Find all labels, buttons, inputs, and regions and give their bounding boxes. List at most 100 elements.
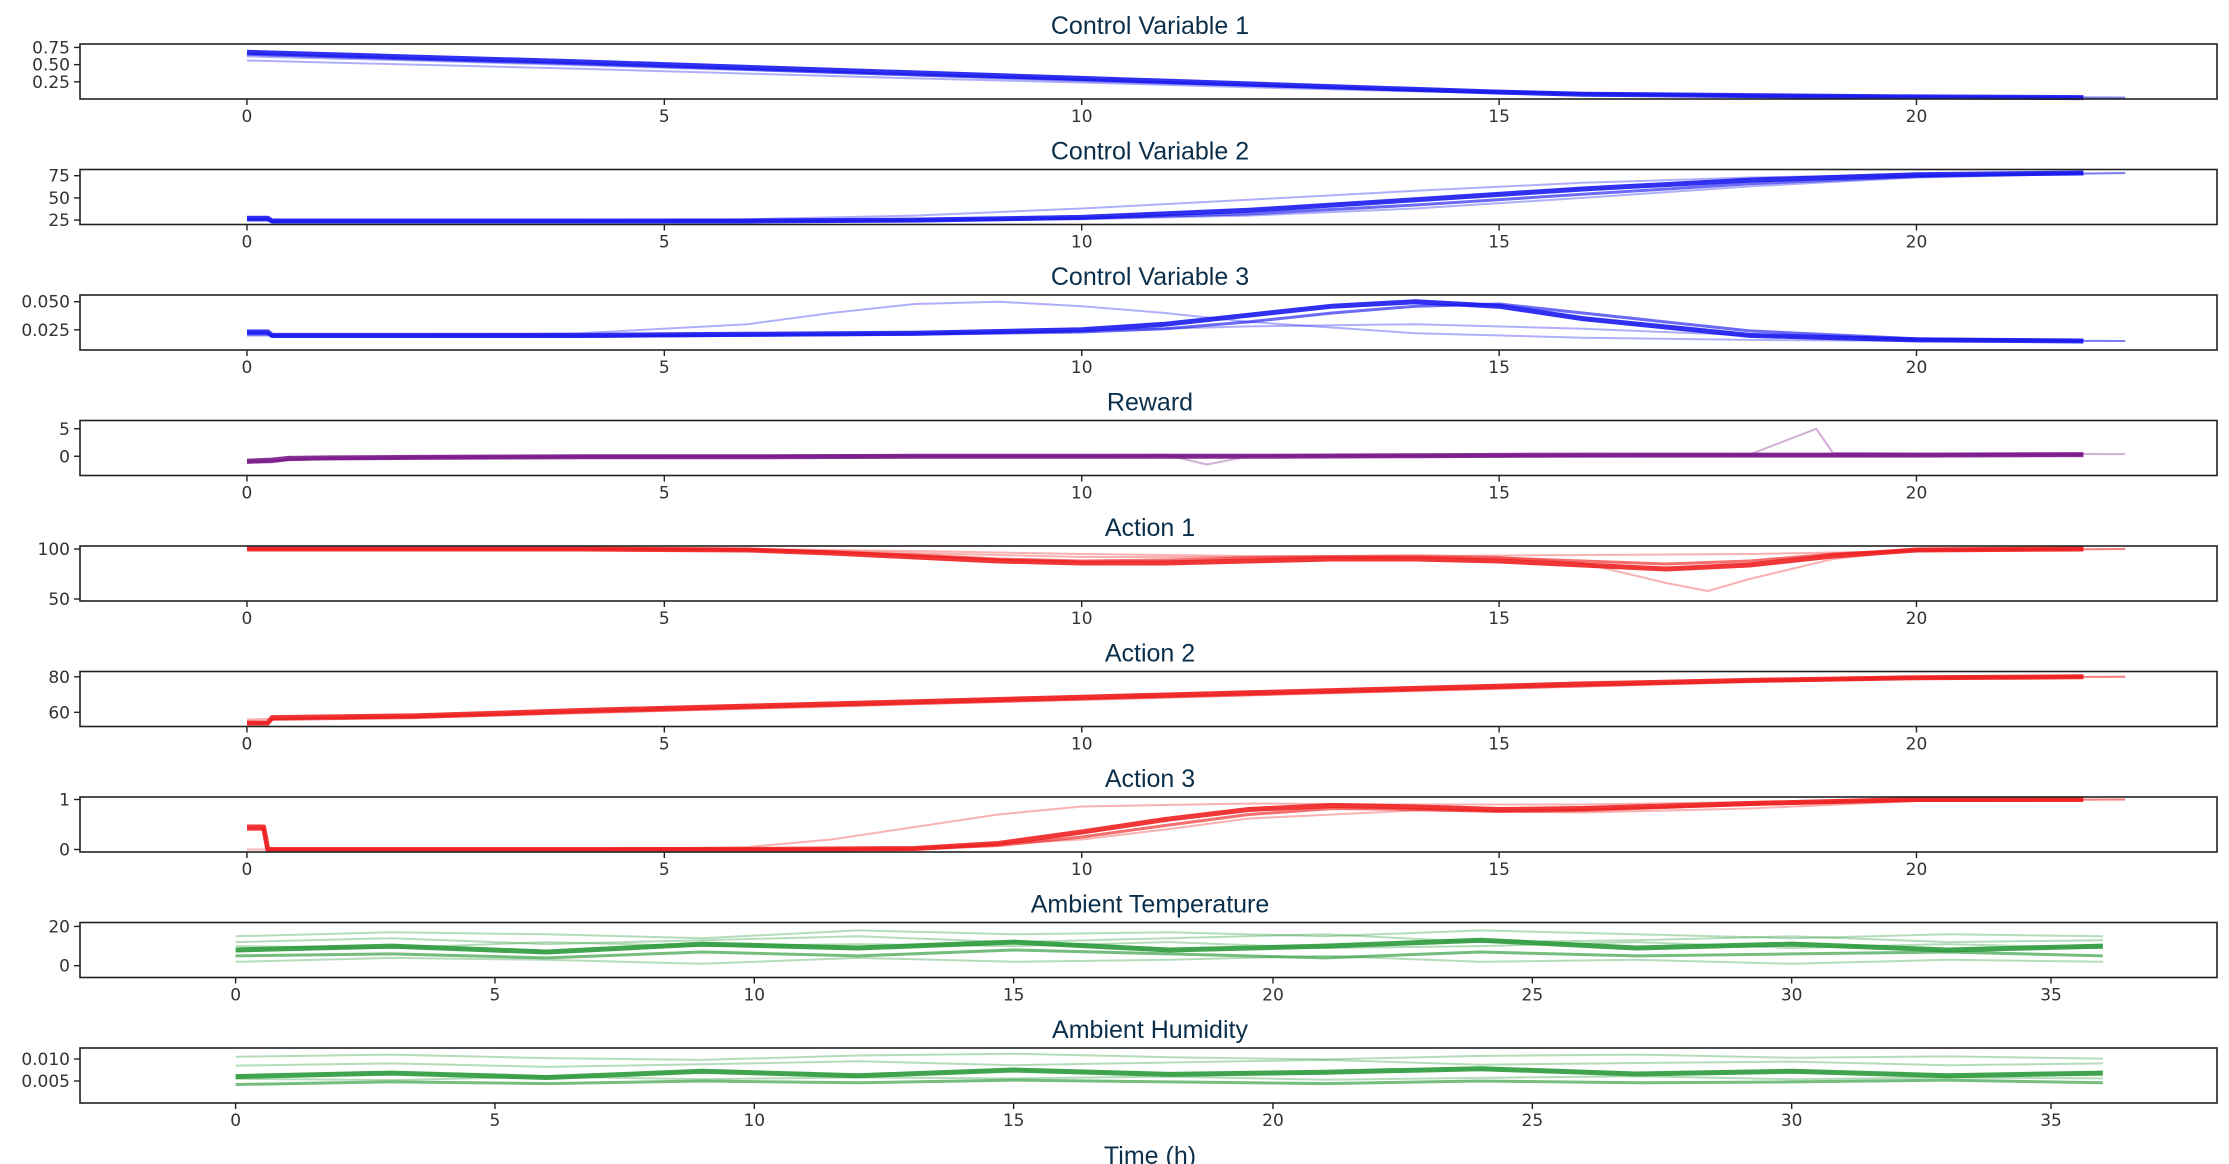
subplot-8: Ambient Temperature 0 5 10 15 20 25 30 35 0 20 [48,891,2218,1006]
x-tick-label: 10 [1071,358,1093,378]
series-line [247,674,2084,726]
subplot-title: Reward [1107,389,1193,417]
x-tick-label: 0 [230,1111,241,1131]
y-tick-label: 0.25 [32,73,70,93]
y-tick-label: 50 [48,189,70,209]
axes-frame [79,545,2218,602]
x-tick-label: 30 [1781,986,1803,1006]
series-line [246,49,2084,101]
series-line [235,1078,2103,1086]
x-tick-label: 10 [1071,609,1093,629]
subplot-stack: Control Variable 10 5 10 15 200.250.500.75Co… [21,12,2218,1164]
series-group [247,170,2126,224]
axes-frame [79,43,2218,100]
subplot-9: Ambient Humidity 0 5 10 15 20 25 30 35 0.0050.010… [21,1016,2218,1164]
series-line [235,954,2103,965]
series-line [247,547,2084,566]
series-line [247,798,2126,851]
x-tick-label: 5 [659,107,670,127]
x-tick-label: 15 [1488,484,1510,504]
series-group [235,929,2103,965]
x-tick-label: 10 [1071,107,1093,127]
y-tick-label: 75 [48,167,70,187]
x-tick-label: 10 [1071,860,1093,880]
series-line [247,798,2126,851]
series-line [246,55,2126,99]
series-group [246,49,2126,101]
subplot-5: Action 1 0 5 10 15 20 50 100 [38,514,2218,629]
x-tick-label: 10 [1071,233,1093,253]
subplot-title: Control Variable 1 [1051,12,1249,40]
subplot-title: Ambient Humidity [1052,1016,1248,1044]
subplot-title: Action 1 [1105,514,1195,542]
axes-frame [79,1047,2218,1104]
series-line [235,1075,2103,1082]
x-tick-label: 0 [242,233,253,253]
x-tick-label: 15 [1003,1111,1025,1131]
x-tick-label: 10 [1071,484,1093,504]
subplot-7: Action 3 0 5 10 15 20 0 1 [59,765,2218,880]
x-tick-label: 10 [1071,735,1093,755]
y-tick-label: 0.010 [21,1050,70,1070]
x-tick-label: 5 [659,484,670,504]
x-tick-label: 25 [1522,1111,1544,1131]
subplot-title: Ambient Temperature [1031,891,1270,919]
axes-frame [79,294,2218,351]
series-line [247,548,2126,592]
x-tick-label: 5 [659,735,670,755]
x-tick-label: 5 [659,233,670,253]
x-axis-label: Time (h) [1104,1142,1196,1164]
y-tick-label: 20 [48,917,70,937]
x-tick-label: 15 [1488,358,1510,378]
series-line [246,675,2126,721]
x-tick-label: 20 [1906,860,1928,880]
axes-frame [79,168,2218,226]
series-line [247,798,2084,851]
y-tick-label: 100 [38,540,70,560]
x-tick-label: 35 [2040,986,2062,1006]
subplot-3: Control Variable 3 0 5 10 15 20 0.025 0.050 [21,263,2218,378]
x-tick-label: 35 [2040,1111,2062,1131]
x-tick-label: 0 [242,860,253,880]
series-line [247,171,2084,223]
x-tick-label: 5 [490,1111,501,1131]
x-tick-label: 5 [659,358,670,378]
y-tick-label: 80 [48,668,70,688]
axes-frame [79,796,2218,853]
y-tick-label: 0 [59,841,70,861]
x-tick-label: 15 [1488,735,1510,755]
series-line [247,302,2084,343]
subplot-title: Action 3 [1105,765,1195,793]
x-tick-label: 10 [743,986,765,1006]
x-tick-label: 0 [230,986,241,1006]
series-line [246,427,2126,466]
y-tick-label: 0.050 [21,293,70,313]
x-tick-label: 20 [1906,484,1928,504]
y-tick-label: 0 [59,447,70,467]
series-group [247,299,2126,344]
series-line [235,941,2103,949]
series-line [235,948,2103,960]
x-tick-label: 15 [1488,107,1510,127]
series-line [235,937,2103,955]
x-tick-label: 15 [1488,233,1510,253]
x-tick-label: 15 [1003,986,1025,1006]
x-tick-label: 20 [1906,107,1928,127]
x-tick-label: 10 [743,1111,765,1131]
y-tick-label: 60 [48,703,70,723]
series-line [235,1052,2103,1061]
x-tick-label: 25 [1522,986,1544,1006]
series-group [247,797,2126,852]
subplot-title: Control Variable 3 [1051,263,1249,291]
subplot-1: Control Variable 1 0 5 10 15 20 0.250.500.75 [32,12,2218,127]
series-line [247,300,2126,342]
y-tick-label: 0.005 [21,1072,70,1092]
subplot-4: Reward 0 5 10 15 20 0 5 [59,389,2218,504]
series-line [235,933,2103,946]
x-tick-label: 0 [242,484,253,504]
x-tick-label: 15 [1488,609,1510,629]
axes-frame [79,419,2218,477]
series-line [247,548,2126,557]
x-tick-label: 5 [659,860,670,880]
